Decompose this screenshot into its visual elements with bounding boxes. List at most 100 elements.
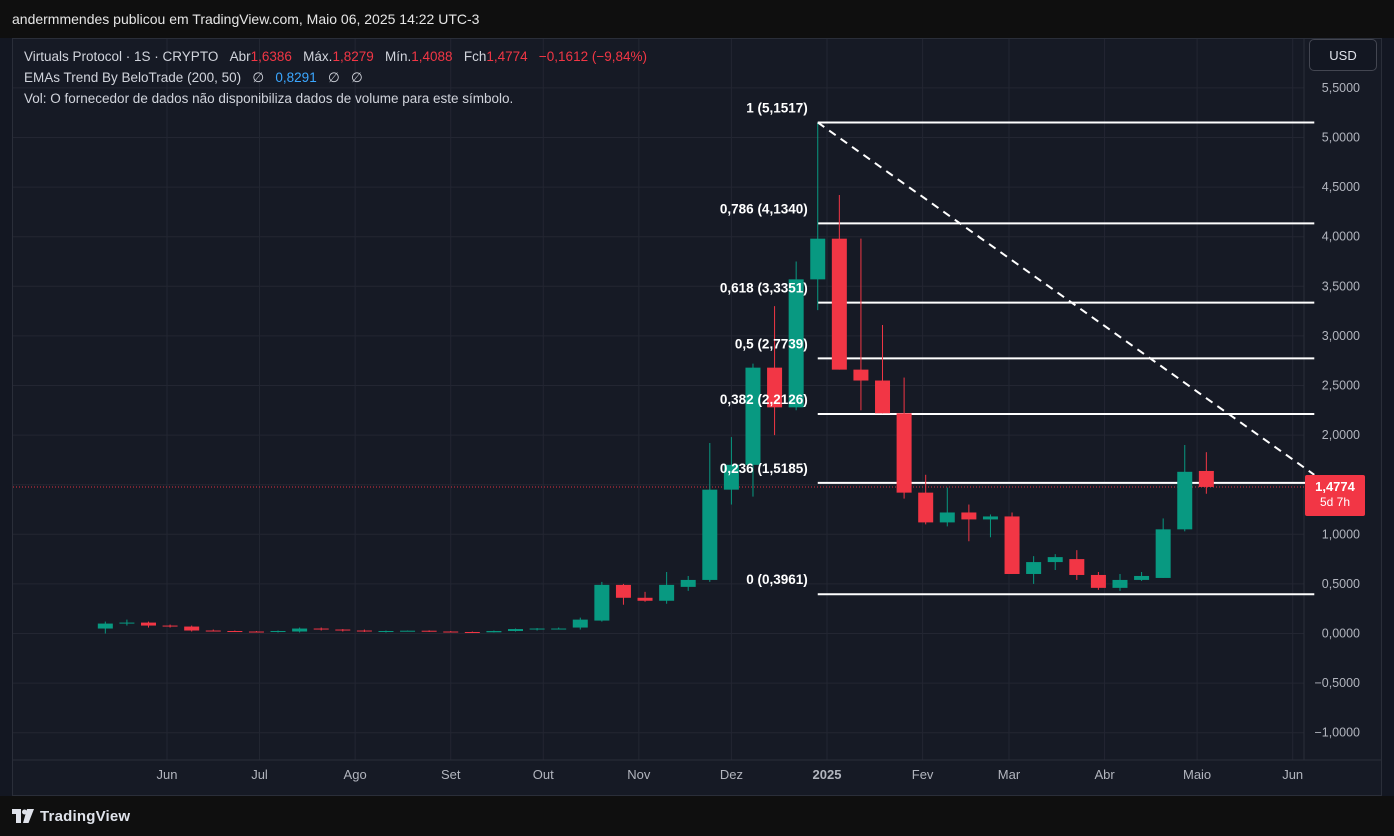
candle-body[interactable]	[1177, 471, 1193, 530]
candle-body[interactable]	[1069, 559, 1085, 575]
time-axis-tick-label: Out	[533, 767, 554, 782]
legend-high-value: 1,8279	[332, 49, 374, 64]
candle-body[interactable]	[615, 584, 631, 598]
candle-body[interactable]	[853, 369, 869, 381]
candle-body[interactable]	[1155, 529, 1171, 578]
candle-body[interactable]	[292, 628, 308, 632]
candle-body[interactable]	[961, 512, 977, 520]
time-axis-tick-label: Mar	[998, 767, 1021, 782]
price-axis-tick-label: 1,0000	[1322, 527, 1360, 541]
candle-body[interactable]	[788, 279, 804, 408]
candle-body[interactable]	[723, 464, 739, 490]
legend-change-value: −0,1612 (−9,84%)	[538, 49, 647, 64]
candle-body[interactable]	[464, 632, 480, 634]
last-price-label: 1,4774 5d 7h	[1305, 475, 1365, 516]
candle-body[interactable]	[400, 630, 416, 632]
candle-body[interactable]	[1112, 579, 1128, 588]
candle-body[interactable]	[1134, 575, 1150, 580]
time-axis-tick-label: Jun	[1282, 767, 1303, 782]
candle-body[interactable]	[939, 512, 955, 523]
candle-body[interactable]	[1090, 574, 1106, 588]
candle-body[interactable]	[594, 584, 610, 621]
candle-body[interactable]	[227, 631, 243, 633]
candle-body[interactable]	[184, 626, 200, 631]
time-axis-tick-label: Maio	[1183, 767, 1211, 782]
tradingview-logo[interactable]: TradingView	[12, 806, 130, 826]
legend-close-label: Fch	[463, 49, 487, 64]
candle-body[interactable]	[551, 628, 567, 630]
candle-body[interactable]	[1198, 470, 1214, 487]
time-axis-tick-label: Abr	[1094, 767, 1115, 782]
candle-body[interactable]	[97, 623, 113, 629]
fib-level-label: 0,382 (2,2126)	[720, 392, 808, 407]
price-axis-tick-label: 2,5000	[1322, 379, 1360, 393]
time-axis-tick-label: Jun	[157, 767, 178, 782]
candle-body[interactable]	[378, 631, 394, 633]
candle-body[interactable]	[896, 413, 912, 493]
legend-symbol[interactable]: Virtuals Protocol · 1S · CRYPTO	[24, 49, 219, 64]
candle-body[interactable]	[529, 628, 545, 630]
publish-title: andermmendes publicou em TradingView.com…	[12, 11, 480, 27]
legend-close-value: 1,4774	[486, 49, 528, 64]
candle-body[interactable]	[162, 625, 178, 627]
price-axis-tick-label: 5,5000	[1322, 81, 1360, 95]
candle-body[interactable]	[508, 629, 524, 632]
time-axis-tick-label: Ago	[344, 767, 367, 782]
chart-legend: Virtuals Protocol · 1S · CRYPTO Abr1,638…	[24, 46, 647, 109]
price-axis-tick-label: 0,5000	[1322, 577, 1360, 591]
legend-open-label: Abr	[229, 49, 251, 64]
fib-level-label: 0,786 (4,1340)	[720, 201, 808, 216]
candle-body[interactable]	[810, 238, 826, 280]
time-axis-tick-label: Set	[441, 767, 461, 782]
last-price-value: 1,4774	[1315, 479, 1355, 494]
candle-body[interactable]	[1004, 516, 1020, 574]
candle-body[interactable]	[982, 516, 998, 520]
candle-body[interactable]	[486, 631, 502, 633]
candle-body[interactable]	[119, 622, 135, 624]
candle-body[interactable]	[875, 380, 891, 414]
candle-body[interactable]	[1026, 562, 1042, 574]
legend-low-label: Mín.	[385, 49, 412, 64]
footer-bar	[0, 796, 1394, 836]
fib-level-label: 1 (5,1517)	[746, 100, 808, 115]
candle-body[interactable]	[680, 579, 696, 587]
candle-body[interactable]	[443, 631, 459, 633]
candle-body[interactable]	[248, 631, 264, 633]
fib-level-label: 0,618 (3,3351)	[720, 281, 808, 296]
candle-body[interactable]	[356, 630, 372, 632]
candle-body[interactable]	[745, 367, 761, 465]
candle-body[interactable]	[637, 597, 653, 601]
legend-indicator-v1: ∅	[252, 70, 265, 85]
candle-body[interactable]	[702, 489, 718, 580]
candle-body[interactable]	[831, 238, 847, 370]
candle-body[interactable]	[767, 367, 783, 408]
legend-volume-row: Vol: O fornecedor de dados não disponibi…	[24, 88, 647, 109]
price-axis-tick-label: −1,0000	[1314, 726, 1360, 740]
publish-header: andermmendes publicou em TradingView.com…	[0, 0, 1394, 38]
price-axis-tick-label: 3,0000	[1322, 329, 1360, 343]
trendline-dashed[interactable]	[817, 121, 1315, 476]
tradingview-brand: TradingView	[40, 807, 131, 825]
fib-level-label: 0 (0,3961)	[746, 572, 808, 587]
legend-indicator-name[interactable]: EMAs Trend By BeloTrade (200, 50)	[24, 70, 242, 85]
candle-body[interactable]	[572, 619, 588, 628]
currency-button[interactable]: USD	[1309, 39, 1377, 71]
price-axis-tick-label: 3,5000	[1322, 279, 1360, 293]
legend-open-value: 1,6386	[250, 49, 292, 64]
candle-body[interactable]	[335, 629, 351, 631]
candle-body[interactable]	[313, 628, 329, 630]
price-axis-tick-label: −0,5000	[1314, 676, 1360, 690]
candle-body[interactable]	[205, 630, 221, 632]
legend-volume-note: Vol: O fornecedor de dados não disponibi…	[24, 91, 514, 106]
candle-body[interactable]	[918, 492, 934, 523]
candle-body[interactable]	[270, 631, 286, 633]
chart-frame	[12, 38, 1382, 796]
candle-body[interactable]	[1047, 557, 1063, 563]
legend-indicator-row: EMAs Trend By BeloTrade (200, 50) ∅ 0,82…	[24, 67, 647, 88]
candle-body[interactable]	[140, 622, 156, 626]
candle-body[interactable]	[421, 630, 437, 632]
time-axis-tick-label: 2025	[813, 767, 842, 782]
fib-level-label: 0,236 (1,5185)	[720, 461, 808, 476]
candle-body[interactable]	[659, 584, 675, 601]
